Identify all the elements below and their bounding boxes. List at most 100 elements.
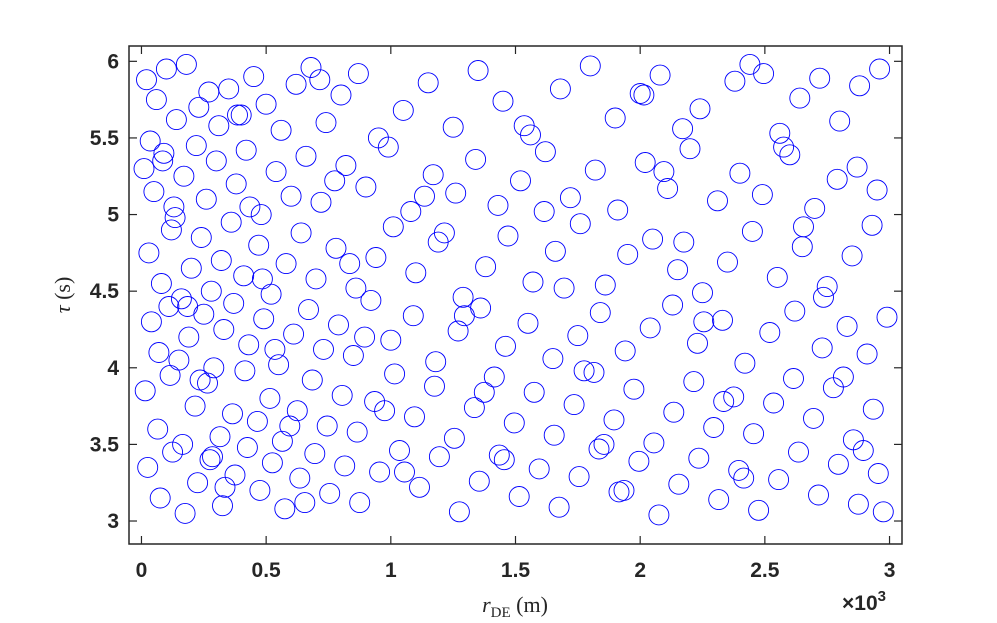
data-point — [230, 104, 252, 126]
data-point — [849, 75, 871, 97]
data-point — [280, 185, 302, 207]
data-point — [205, 150, 227, 172]
data-point — [503, 412, 525, 434]
data-point — [872, 501, 894, 523]
data-point — [294, 492, 316, 514]
data-point — [717, 251, 738, 273]
data-point — [707, 190, 728, 212]
x-axis-ticks: 0 0.5 1 1.5 2 2.5 3 — [136, 46, 895, 582]
data-point — [249, 479, 271, 501]
data-point — [614, 340, 636, 362]
data-point — [584, 159, 606, 181]
data-point — [335, 155, 357, 176]
y-tick-label: 5.5 — [90, 127, 120, 150]
data-point — [382, 216, 404, 238]
data-point — [553, 277, 575, 299]
data-point — [301, 369, 323, 391]
data-point — [804, 197, 826, 219]
data-point — [334, 455, 356, 477]
data-point — [265, 161, 287, 183]
data-point — [316, 415, 338, 437]
y-tick-label: 4.5 — [90, 280, 120, 303]
data-point — [773, 136, 795, 158]
data-point — [298, 299, 319, 321]
data-point — [634, 152, 656, 173]
data-point — [548, 496, 570, 518]
data-point — [639, 317, 661, 339]
data-point — [811, 337, 833, 359]
y-axis-ticks: 3 3.5 4 4.5 5 5.5 6 — [90, 50, 902, 533]
data-point — [259, 387, 281, 409]
data-point — [195, 188, 217, 210]
data-point — [275, 253, 297, 275]
data-point — [542, 348, 564, 370]
data-point — [295, 145, 317, 167]
data-point — [465, 148, 487, 170]
data-point — [779, 144, 801, 166]
data-point — [209, 426, 231, 448]
data-point — [866, 179, 888, 201]
data-point — [392, 99, 414, 121]
data-point — [579, 55, 601, 77]
data-point — [569, 213, 591, 235]
data-point — [422, 164, 444, 186]
data-point — [613, 479, 635, 501]
data-point — [687, 332, 708, 354]
data-point — [475, 256, 497, 278]
data-point — [667, 259, 689, 281]
data-point — [861, 214, 883, 236]
data-point — [789, 87, 811, 109]
data-point — [300, 57, 322, 78]
data-point — [248, 234, 270, 256]
data-point — [213, 319, 235, 340]
data-point — [852, 440, 874, 461]
data-point — [147, 418, 169, 440]
data-point — [261, 452, 283, 474]
data-point — [689, 98, 711, 120]
data-point — [712, 309, 733, 331]
x-tick-label: 2 — [634, 559, 646, 582]
data-point — [250, 204, 272, 226]
data-point — [136, 69, 157, 91]
data-point — [185, 135, 207, 157]
data-point — [648, 504, 670, 526]
data-point — [331, 384, 353, 406]
data-point — [238, 334, 260, 356]
data-point — [629, 83, 651, 104]
data-point — [876, 306, 898, 328]
data-point — [223, 292, 245, 314]
data-point — [138, 242, 160, 264]
data-point — [243, 66, 265, 88]
data-point — [150, 273, 172, 294]
data-point — [163, 196, 185, 218]
x-axis-label: rDE (m) — [482, 592, 548, 621]
data-point — [653, 161, 675, 183]
data-point — [668, 473, 690, 495]
data-point — [741, 220, 763, 242]
data-point — [274, 498, 296, 520]
data-point — [442, 116, 464, 138]
data-point — [495, 335, 516, 357]
data-point — [310, 191, 332, 213]
data-point — [734, 352, 756, 374]
data-point — [279, 415, 301, 437]
y-tick-label: 3 — [107, 510, 119, 533]
data-point — [174, 502, 196, 524]
data-point — [463, 397, 485, 419]
data-point — [543, 424, 565, 446]
data-point — [394, 461, 415, 483]
data-point — [603, 409, 625, 431]
data-point — [508, 486, 530, 507]
data-point — [140, 311, 162, 333]
data-point — [170, 288, 192, 310]
data-point — [549, 78, 571, 100]
y-tick-label: 3.5 — [90, 433, 120, 456]
data-point — [188, 96, 210, 118]
data-point — [633, 84, 655, 106]
data-point — [236, 437, 258, 458]
data-point — [663, 401, 685, 423]
data-point — [688, 447, 710, 469]
data-point — [841, 245, 863, 267]
data-point — [617, 243, 639, 265]
